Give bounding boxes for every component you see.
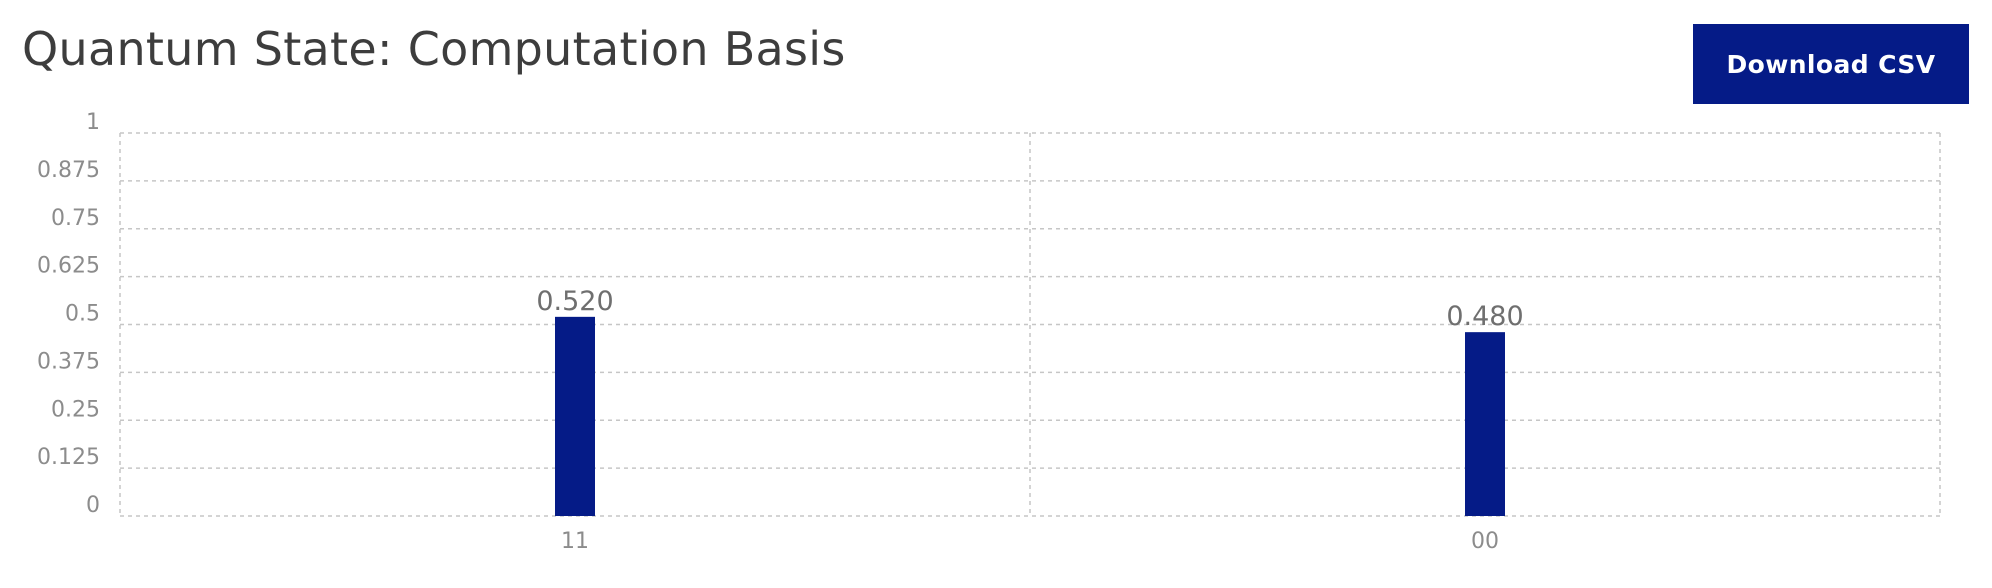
x-tick-label: 11 (561, 529, 589, 554)
bar-value-label: 0.520 (536, 286, 613, 317)
y-tick-label: 0.125 (37, 445, 100, 470)
y-tick-label: 0.875 (37, 158, 100, 183)
page-title: Quantum State: Computation Basis (22, 22, 846, 76)
y-tick-label: 1 (86, 110, 100, 135)
y-axis-ticks: 0 0.125 0.25 0.375 0.5 0.625 0.75 0.875 1 (37, 110, 100, 518)
x-tick-label: 00 (1471, 529, 1499, 554)
chart-grid (119, 132, 1941, 517)
chart-bars (555, 316, 1505, 516)
bar-00 (1465, 332, 1505, 516)
y-tick-label: 0.375 (37, 349, 100, 374)
y-tick-label: 0.5 (65, 302, 100, 327)
y-tick-label: 0 (86, 493, 100, 518)
x-axis-ticks: 11 00 (561, 529, 1499, 554)
y-tick-label: 0.75 (51, 206, 100, 231)
bar-value-label: 0.480 (1446, 301, 1523, 332)
y-tick-label: 0.625 (37, 254, 100, 279)
download-csv-button[interactable]: Download CSV (1693, 24, 1969, 104)
bar-11 (555, 316, 595, 516)
y-tick-label: 0.25 (51, 397, 100, 422)
bar-value-labels: 0.520 0.480 (536, 286, 1523, 332)
